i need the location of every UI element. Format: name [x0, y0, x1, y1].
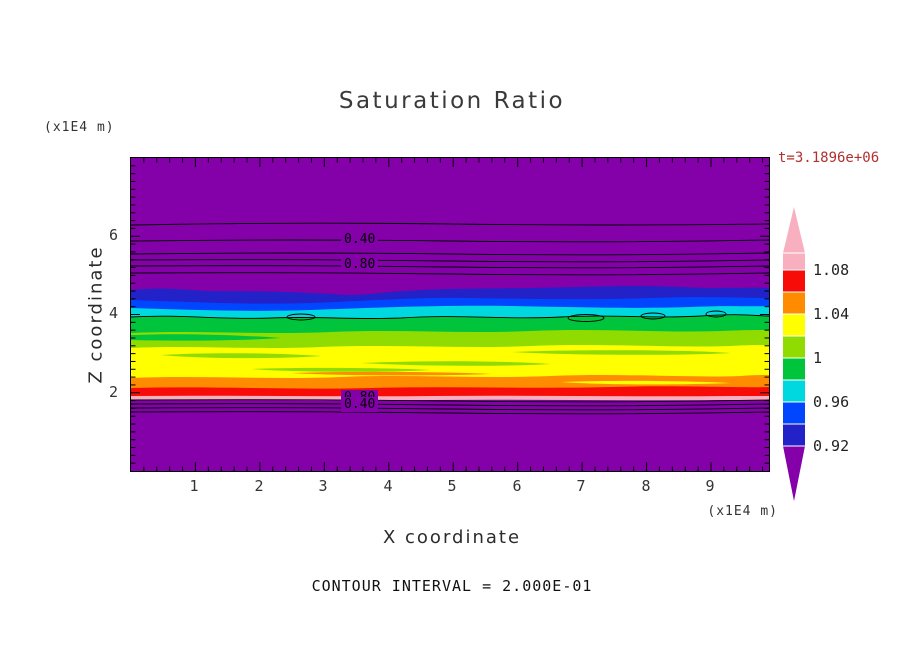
wisp-orange-1	[291, 371, 491, 376]
wisp-lime-2	[361, 361, 551, 366]
contour-lower-4	[131, 411, 769, 415]
y-tick-label-4: 4	[108, 304, 118, 322]
x-tick-label-4: 4	[383, 477, 393, 495]
colorbar-seg-green	[783, 358, 805, 380]
page-title: Saturation Ratio	[338, 88, 566, 114]
contour-lines	[131, 222, 769, 415]
colorbar-bottom-arrow	[783, 446, 805, 501]
y-tick-label-6: 6	[108, 226, 118, 244]
plot-svg	[131, 158, 769, 471]
colorbar	[783, 207, 805, 501]
colorbar-seg-navy	[783, 424, 805, 446]
colorbar-seg-blue	[783, 402, 805, 424]
contour-lower-3	[131, 407, 769, 411]
contour-lower-2	[131, 403, 769, 407]
fill-bands	[131, 286, 769, 471]
x-axis-title: X coordinate	[382, 527, 522, 548]
colorbar-label-104: 1.04	[813, 305, 850, 323]
colorbar-separators	[783, 252, 805, 447]
contour-upper-5	[131, 265, 769, 269]
colorbar-top-arrow	[783, 207, 805, 253]
colorbar-seg-orange	[783, 292, 805, 314]
contour-green-top-line	[131, 314, 769, 320]
colorbar-seg-lime	[783, 336, 805, 358]
band-purple-bottom	[131, 399, 769, 471]
contour-plot-area	[130, 157, 770, 472]
contour-upper-3	[131, 252, 769, 256]
contour-upper-2	[131, 239, 769, 243]
wisp-yellow-right	[561, 380, 731, 385]
contour-loop-1	[286, 313, 316, 321]
x-tick-label-3: 3	[318, 477, 328, 495]
colorbar-seg-red	[783, 270, 805, 292]
contour-loop-3	[640, 312, 666, 320]
colorbar-seg-yellow	[783, 314, 805, 336]
contour-lower-1	[131, 399, 769, 403]
axis-ticks	[131, 158, 769, 471]
wisp-lime-4	[251, 367, 431, 372]
contour-interval-caption: CONTOUR INTERVAL = 2.000E-01	[311, 577, 593, 595]
colorbar-label-092: 0.92	[813, 437, 850, 455]
wisp-lime-3	[511, 350, 731, 355]
y-tick-label-2: 2	[108, 383, 118, 401]
y-axis-title: Z coordinate	[85, 245, 107, 384]
contour-upper-6	[131, 272, 769, 276]
contour-upper-1	[131, 222, 769, 226]
x-tick-label-5: 5	[447, 477, 457, 495]
y-axis-unit-label: (x1E4 m)	[44, 120, 115, 135]
x-tick-label-1: 1	[189, 477, 199, 495]
x-axis-unit-label: (x1E4 m)	[707, 504, 778, 519]
contour-loop-4	[705, 310, 727, 318]
time-annotation: t=3.1896e+06	[778, 150, 880, 166]
contour-label-upper-040: 0.40	[341, 232, 379, 247]
texture-wisps	[131, 291, 731, 385]
wisp-navy-left	[151, 291, 346, 299]
contour-label-upper-080: 0.80	[341, 257, 379, 272]
contour-upper-4	[131, 259, 769, 263]
x-tick-label-8: 8	[641, 477, 651, 495]
colorbar-seg-pink	[783, 253, 805, 270]
wisp-green-left	[131, 334, 281, 341]
colorbar-label-108: 1.08	[813, 261, 850, 279]
colorbar-seg-cyan	[783, 380, 805, 402]
x-tick-label-2: 2	[254, 477, 264, 495]
colorbar-label-096: 0.96	[813, 393, 850, 411]
wisp-lime-1	[161, 353, 321, 359]
contour-loop-2	[567, 314, 605, 322]
x-tick-labels: 1 2 3 4 5 6 7 8 9	[130, 477, 768, 497]
x-tick-label-9: 9	[705, 477, 715, 495]
x-tick-label-7: 7	[576, 477, 586, 495]
x-tick-label-6: 6	[512, 477, 522, 495]
contour-label-lower-040: 0.40	[341, 397, 379, 412]
colorbar-label-100: 1	[813, 349, 823, 367]
